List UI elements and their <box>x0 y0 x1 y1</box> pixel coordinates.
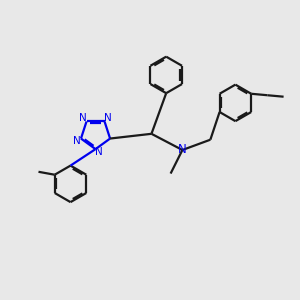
Text: N: N <box>178 143 187 157</box>
Text: N: N <box>73 136 81 146</box>
Text: N: N <box>104 113 112 124</box>
Text: N: N <box>79 113 87 124</box>
Text: N: N <box>94 147 102 157</box>
